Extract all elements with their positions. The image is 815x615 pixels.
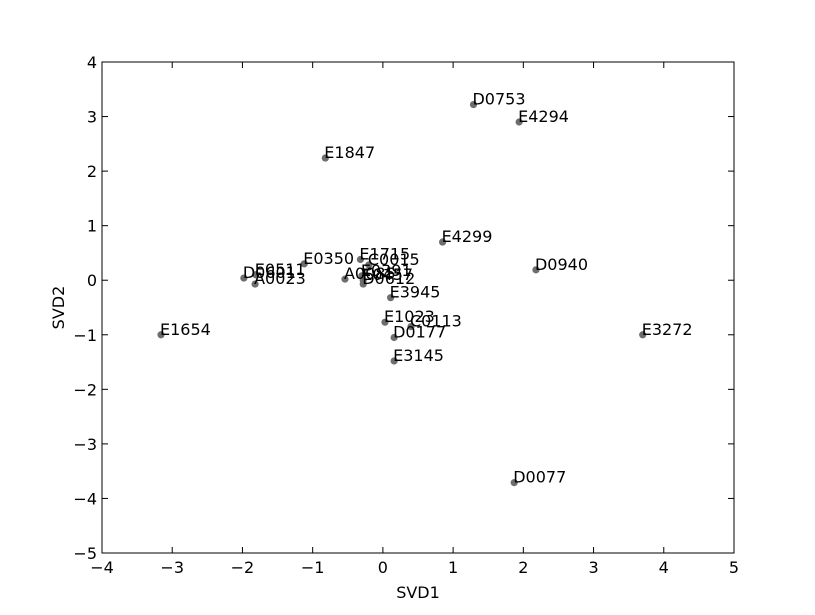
y-tick-label: 4 (87, 53, 97, 72)
point-label: D0612 (362, 269, 415, 288)
point-label: E4299 (442, 227, 493, 246)
points-layer (157, 100, 647, 487)
point-label: D0940 (535, 255, 588, 274)
point-label: E0391 (361, 261, 412, 280)
x-tick-label: 1 (448, 558, 458, 577)
plot-frame (101, 61, 735, 554)
x-tick-label: 5 (729, 558, 739, 577)
data-point (300, 260, 308, 268)
point-label: E4294 (518, 107, 569, 126)
x-tick-label: −2 (231, 558, 255, 577)
y-tick-label: 2 (87, 162, 97, 181)
point-label: D0753 (472, 90, 525, 109)
x-axis-label: SVD1 (396, 583, 440, 602)
point-label: E1654 (160, 320, 211, 339)
data-point (365, 261, 373, 269)
y-tick-label: −5 (73, 544, 97, 563)
point-label: E3145 (393, 346, 444, 365)
point-label: E3272 (642, 320, 693, 339)
y-tick-label: 0 (87, 271, 97, 290)
data-point (157, 331, 165, 339)
data-point (240, 274, 248, 282)
data-point (359, 280, 367, 288)
point-label: D0177 (393, 323, 446, 342)
data-point (390, 357, 398, 365)
x-tick-label: −1 (301, 558, 325, 577)
point-label: E0511 (255, 260, 306, 279)
data-point (390, 333, 398, 342)
point-label: E1847 (324, 143, 375, 162)
point-label: D0601 (243, 263, 296, 282)
point-label: E0457 (362, 265, 413, 284)
data-point (387, 294, 395, 302)
data-point (639, 331, 647, 339)
point-label: E1023 (384, 307, 435, 326)
data-point (515, 118, 523, 126)
y-tick-label: −4 (73, 489, 97, 508)
x-tick-label: −3 (160, 558, 184, 577)
point-label: E3945 (390, 283, 441, 302)
x-tick-label: 0 (378, 558, 388, 577)
point-label: C0015 (368, 250, 420, 269)
point-label: E1715 (359, 244, 410, 263)
data-point (251, 280, 259, 288)
data-point (321, 154, 329, 162)
data-point (438, 238, 447, 246)
data-point (252, 271, 260, 279)
data-point (532, 266, 540, 274)
point-label: E0350 (303, 249, 354, 268)
x-tick-label: −4 (90, 558, 114, 577)
data-point (469, 100, 478, 109)
y-tick-label: −1 (73, 326, 97, 345)
x-tick-label: 3 (588, 558, 598, 577)
y-tick-label: 3 (87, 108, 97, 127)
point-label: D0077 (513, 468, 566, 487)
y-tick-label: −2 (73, 380, 97, 399)
data-point (381, 318, 389, 326)
data-point (341, 275, 349, 283)
x-tick-label: 2 (518, 558, 528, 577)
y-tick-label: 1 (87, 217, 97, 236)
point-label: C0113 (410, 312, 462, 331)
data-point (407, 322, 415, 331)
y-axis-label: SVD2 (49, 286, 68, 330)
data-point (510, 479, 518, 487)
point-label: A0085 (344, 264, 396, 283)
data-point (356, 255, 365, 264)
y-tick-label: −3 (73, 435, 97, 454)
point-label: A0023 (254, 269, 306, 288)
x-tick-label: 4 (659, 558, 669, 577)
